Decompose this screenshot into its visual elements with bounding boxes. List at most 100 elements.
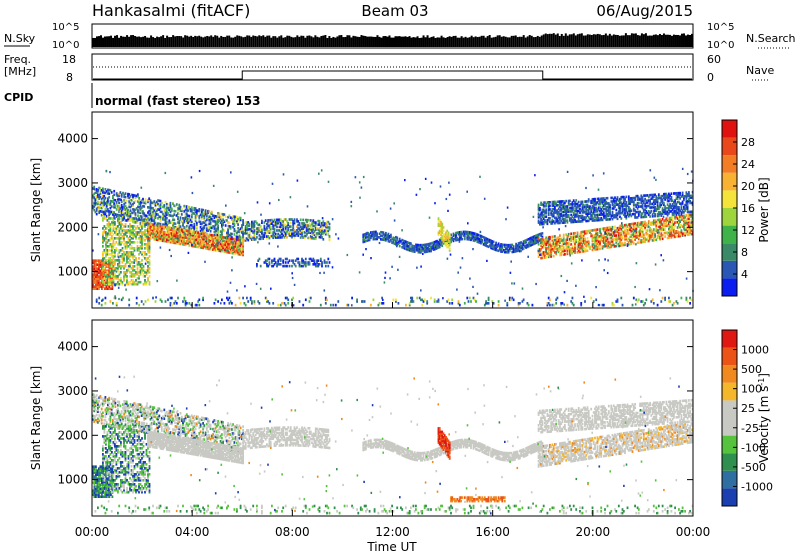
power-cell	[200, 208, 203, 212]
power-cell	[537, 233, 540, 236]
power-cell	[237, 240, 239, 243]
power-cell	[579, 247, 581, 250]
power-cell	[227, 243, 229, 247]
power-cell	[675, 235, 678, 238]
nsky-bar	[568, 34, 571, 47]
power-cell	[452, 237, 455, 241]
nsky-bar	[306, 35, 309, 47]
power-cell	[313, 261, 316, 264]
power-cell	[540, 253, 542, 256]
power-cell	[138, 231, 140, 234]
nsky-bar	[618, 35, 621, 47]
nsky-bar	[246, 35, 249, 47]
power-cell	[132, 237, 134, 240]
power-cell	[587, 208, 590, 212]
power-cell	[660, 234, 663, 237]
power-cell	[154, 214, 157, 218]
power-cell	[106, 275, 109, 278]
power-cell	[148, 249, 151, 252]
power-cell	[555, 250, 558, 254]
power-cell	[257, 228, 260, 232]
power-cell	[582, 237, 585, 241]
power-cell	[232, 246, 234, 250]
power-cell	[383, 236, 386, 240]
power-cell	[96, 263, 99, 266]
power-cell	[468, 232, 471, 236]
power-cell	[165, 206, 168, 209]
power-cell	[224, 239, 227, 243]
nsky-bar	[272, 36, 275, 47]
power-cell	[136, 227, 139, 230]
power-cell	[195, 231, 198, 234]
power-cell	[304, 234, 307, 238]
power-cell	[559, 205, 561, 209]
power-cell	[122, 213, 124, 216]
power-cell	[529, 242, 531, 246]
power-cell	[590, 199, 593, 203]
power-cell	[169, 231, 172, 235]
power-cell	[327, 264, 330, 268]
power-cell	[109, 227, 112, 230]
power-cell	[641, 238, 644, 242]
power-cell	[120, 280, 122, 284]
power-cell	[386, 234, 388, 237]
power-cell	[209, 221, 212, 224]
power-cell	[476, 235, 479, 238]
power-cell	[556, 204, 559, 207]
power-cell	[549, 246, 551, 250]
power-cell	[118, 279, 121, 282]
power-cell	[308, 219, 311, 222]
power-cell	[570, 208, 573, 211]
power-cell	[279, 227, 282, 230]
power-cell	[184, 205, 187, 208]
power-cell	[169, 207, 172, 210]
power-cell	[194, 231, 197, 234]
power-cell	[266, 264, 268, 268]
power-cell	[137, 210, 139, 214]
power-cell	[103, 191, 106, 194]
power-cell	[117, 194, 119, 197]
power-cell	[149, 213, 152, 217]
power-cell	[670, 229, 673, 232]
power-cell	[536, 235, 539, 239]
power-cell	[324, 261, 327, 264]
power-cell	[535, 236, 537, 239]
power-cell	[629, 228, 631, 232]
power-cell	[118, 263, 121, 266]
power-cell	[441, 244, 444, 248]
power-cell	[551, 247, 554, 251]
power-cell	[159, 230, 162, 233]
power-cell	[193, 212, 196, 215]
power-cell	[111, 259, 113, 262]
power-cell	[378, 236, 381, 239]
power-cell	[102, 280, 104, 284]
power-cell	[150, 201, 153, 204]
power-cell	[268, 220, 271, 224]
power-cell	[148, 230, 151, 233]
power-cell	[314, 228, 317, 231]
nsky-bar	[690, 33, 693, 47]
power-cell	[576, 245, 579, 249]
power-cell	[112, 245, 115, 248]
power-cell	[248, 235, 251, 238]
nsky-bar	[376, 35, 379, 47]
power-cell	[549, 217, 551, 220]
power-cell	[114, 275, 116, 278]
power-cell	[684, 233, 686, 237]
power-cell	[599, 227, 601, 231]
power-cell	[455, 238, 457, 242]
power-cell	[644, 236, 646, 240]
power-cell	[123, 213, 126, 216]
power-cell	[172, 230, 174, 234]
power-cell	[210, 233, 213, 237]
power-cell	[108, 195, 111, 199]
power-cell	[194, 243, 197, 247]
power-cell	[551, 209, 554, 213]
power-cell	[104, 212, 107, 216]
power-cell	[560, 214, 563, 217]
nsky-bar	[342, 37, 345, 47]
power-cell	[438, 220, 441, 224]
power-cell	[94, 201, 97, 205]
power-cell	[689, 224, 691, 227]
power-cell	[540, 201, 542, 205]
